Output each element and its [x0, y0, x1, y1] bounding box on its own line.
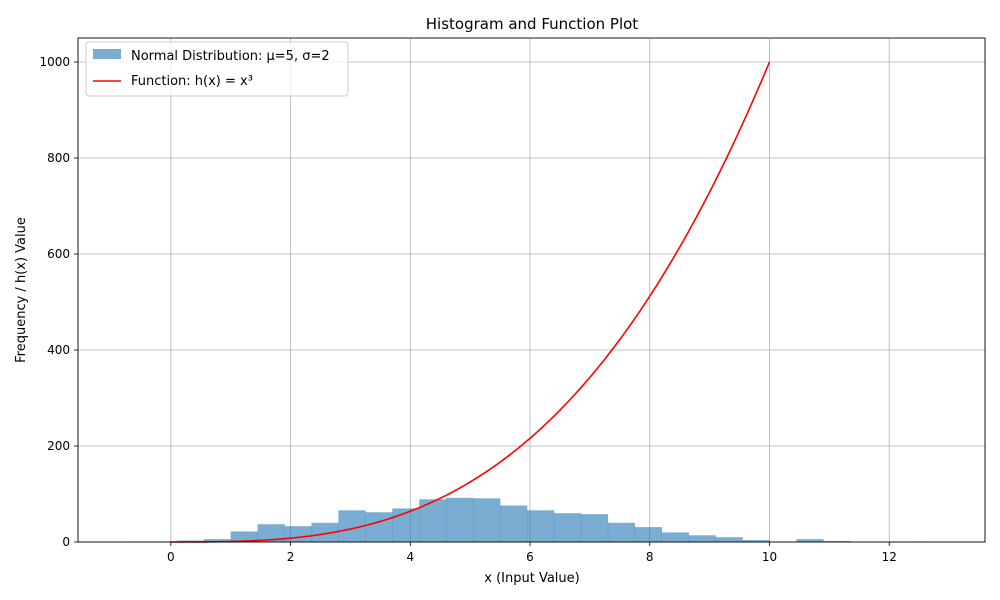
histogram-bar — [473, 498, 501, 542]
x-tick-label: 10 — [762, 550, 777, 564]
x-axis-label: x (Input Value) — [484, 571, 579, 586]
plot-area — [77, 37, 986, 543]
x-tick-label: 12 — [882, 550, 897, 564]
histogram-bar — [742, 540, 770, 542]
y-tick-label: 0 — [62, 535, 70, 549]
legend: Normal Distribution: μ=5, σ=2 Function: … — [85, 41, 349, 97]
histogram-bar — [203, 539, 231, 542]
y-tick-label: 400 — [47, 343, 70, 357]
histogram-bar — [661, 532, 689, 542]
legend-box — [85, 41, 349, 97]
x-tick-label: 8 — [646, 550, 654, 564]
x-tick-label: 4 — [406, 550, 414, 564]
histogram-bar — [446, 497, 474, 542]
x-axis-ticks: 0 2 4 6 8 10 12 — [167, 542, 897, 564]
histogram-bar — [500, 505, 528, 542]
histogram-bar — [688, 535, 716, 542]
histogram-bar — [230, 531, 258, 542]
y-axis-ticks: 0 200 400 600 800 1000 — [39, 55, 78, 549]
legend-swatch-histogram — [93, 49, 121, 59]
chart-title: Histogram and Function Plot — [426, 15, 639, 33]
histogram-bars — [122, 497, 932, 542]
x-tick-label: 0 — [167, 550, 175, 564]
legend-label-histogram: Normal Distribution: μ=5, σ=2 — [131, 49, 330, 64]
x-tick-label: 6 — [526, 550, 534, 564]
y-tick-label: 1000 — [39, 55, 70, 69]
x-tick-label: 2 — [287, 550, 295, 564]
y-axis-label: Frequency / h(x) Value — [14, 217, 29, 363]
y-tick-label: 600 — [47, 247, 70, 261]
histogram-bar — [527, 510, 555, 542]
y-tick-label: 800 — [47, 151, 70, 165]
axes-frame — [77, 37, 986, 543]
histogram-bar — [553, 513, 582, 542]
histogram-bar — [284, 526, 312, 542]
legend-label-function: Function: h(x) = x³ — [131, 74, 253, 89]
histogram-bar — [823, 541, 851, 542]
histogram-bar — [607, 522, 636, 542]
histogram-bar — [580, 514, 609, 542]
histogram-bar — [392, 508, 420, 542]
histogram-bar — [715, 537, 743, 542]
histogram-bar — [796, 539, 824, 542]
histogram-bar — [365, 512, 393, 542]
histogram-bar — [634, 527, 663, 542]
histogram-bar — [257, 524, 285, 542]
histogram-bar — [311, 522, 339, 542]
y-tick-label: 200 — [47, 439, 70, 453]
function-line — [170, 61, 771, 543]
